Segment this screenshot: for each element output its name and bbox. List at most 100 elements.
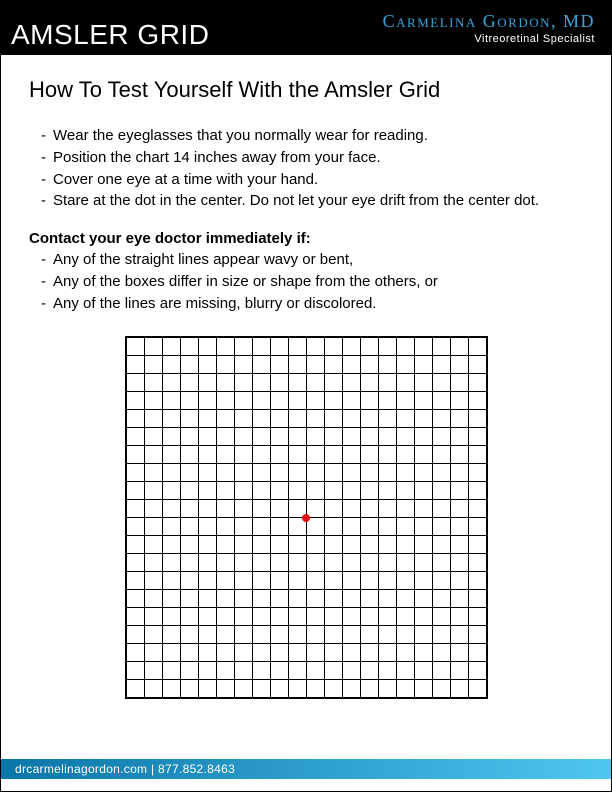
grid-cell bbox=[216, 590, 234, 608]
grid-cell bbox=[360, 374, 378, 392]
grid-cell bbox=[198, 482, 216, 500]
grid-cell bbox=[450, 554, 468, 572]
grid-cell bbox=[306, 338, 324, 356]
grid-cell bbox=[342, 554, 360, 572]
grid-cell bbox=[432, 428, 450, 446]
grid-cell bbox=[180, 608, 198, 626]
grid-cell bbox=[360, 644, 378, 662]
grid-cell bbox=[450, 482, 468, 500]
grid-cell bbox=[396, 374, 414, 392]
grid-cell bbox=[468, 482, 486, 500]
grid-cell bbox=[162, 608, 180, 626]
grid-cell bbox=[162, 554, 180, 572]
grid-cell bbox=[432, 518, 450, 536]
grid-cell bbox=[306, 572, 324, 590]
grid-cell bbox=[306, 662, 324, 680]
grid-cell bbox=[180, 446, 198, 464]
grid-cell bbox=[378, 500, 396, 518]
grid-cell bbox=[144, 518, 162, 536]
grid-cell bbox=[180, 392, 198, 410]
grid-cell bbox=[162, 590, 180, 608]
grid-cell bbox=[288, 482, 306, 500]
grid-cell bbox=[162, 680, 180, 698]
grid-cell bbox=[468, 428, 486, 446]
grid-cell bbox=[468, 356, 486, 374]
grid-cell bbox=[216, 374, 234, 392]
grid-cell bbox=[396, 338, 414, 356]
grid-cell bbox=[324, 392, 342, 410]
grid-cell bbox=[126, 446, 144, 464]
grid-cell bbox=[468, 392, 486, 410]
grid-cell bbox=[216, 482, 234, 500]
grid-cell bbox=[432, 554, 450, 572]
grid-cell bbox=[342, 662, 360, 680]
grid-cell bbox=[216, 446, 234, 464]
grid-cell bbox=[144, 356, 162, 374]
grid-cell bbox=[252, 518, 270, 536]
grid-cell bbox=[234, 536, 252, 554]
grid-cell bbox=[270, 644, 288, 662]
grid-cell bbox=[450, 374, 468, 392]
grid-cell bbox=[270, 464, 288, 482]
grid-cell bbox=[306, 644, 324, 662]
doctor-subtitle: Vitreoretinal Specialist bbox=[383, 33, 595, 45]
grid-cell bbox=[324, 428, 342, 446]
grid-cell bbox=[432, 662, 450, 680]
grid-cell bbox=[360, 554, 378, 572]
grid-cell bbox=[216, 464, 234, 482]
contact-heading: Contact your eye doctor immediately if: bbox=[29, 230, 583, 247]
grid-cell bbox=[450, 500, 468, 518]
grid-cell bbox=[162, 374, 180, 392]
grid-cell bbox=[180, 410, 198, 428]
grid-cell bbox=[396, 518, 414, 536]
grid-cell bbox=[432, 338, 450, 356]
grid-cell bbox=[180, 572, 198, 590]
grid-cell bbox=[378, 680, 396, 698]
grid-cell bbox=[198, 374, 216, 392]
grid-cell bbox=[450, 518, 468, 536]
grid-cell bbox=[360, 500, 378, 518]
grid-cell bbox=[180, 554, 198, 572]
grid-cell bbox=[414, 608, 432, 626]
list-item: Any of the straight lines appear wavy or… bbox=[41, 249, 583, 271]
grid-cell bbox=[198, 392, 216, 410]
grid-cell bbox=[126, 608, 144, 626]
footer-bar: drcarmelinagordon.com | 877.852.8463 bbox=[1, 759, 611, 779]
grid-cell bbox=[234, 392, 252, 410]
grid-cell bbox=[324, 590, 342, 608]
footer-text: drcarmelinagordon.com | 877.852.8463 bbox=[15, 762, 235, 776]
grid-cell bbox=[360, 680, 378, 698]
grid-cell bbox=[342, 410, 360, 428]
grid-cell bbox=[198, 536, 216, 554]
grid-cell bbox=[234, 626, 252, 644]
grid-cell bbox=[198, 626, 216, 644]
grid-cell bbox=[306, 554, 324, 572]
grid-cell bbox=[234, 554, 252, 572]
grid-cell bbox=[378, 536, 396, 554]
grid-cell bbox=[234, 356, 252, 374]
grid-cell bbox=[162, 626, 180, 644]
grid-cell bbox=[342, 428, 360, 446]
grid-cell bbox=[270, 608, 288, 626]
grid-cell bbox=[288, 464, 306, 482]
grid-cell bbox=[378, 644, 396, 662]
grid-cell bbox=[270, 356, 288, 374]
grid-cell bbox=[180, 482, 198, 500]
grid-cell bbox=[324, 536, 342, 554]
grid-cell bbox=[324, 410, 342, 428]
grid-cell bbox=[180, 644, 198, 662]
grid-cell bbox=[396, 626, 414, 644]
grid-cell bbox=[144, 554, 162, 572]
grid-cell bbox=[360, 536, 378, 554]
grid-cell bbox=[144, 680, 162, 698]
grid-cell bbox=[342, 338, 360, 356]
grid-cell bbox=[342, 644, 360, 662]
grid-cell bbox=[414, 644, 432, 662]
grid-cell bbox=[306, 410, 324, 428]
grid-cell bbox=[342, 392, 360, 410]
grid-cell bbox=[162, 410, 180, 428]
grid-cell bbox=[468, 410, 486, 428]
grid-cell bbox=[144, 536, 162, 554]
grid-cell bbox=[126, 374, 144, 392]
grid-cell bbox=[414, 680, 432, 698]
